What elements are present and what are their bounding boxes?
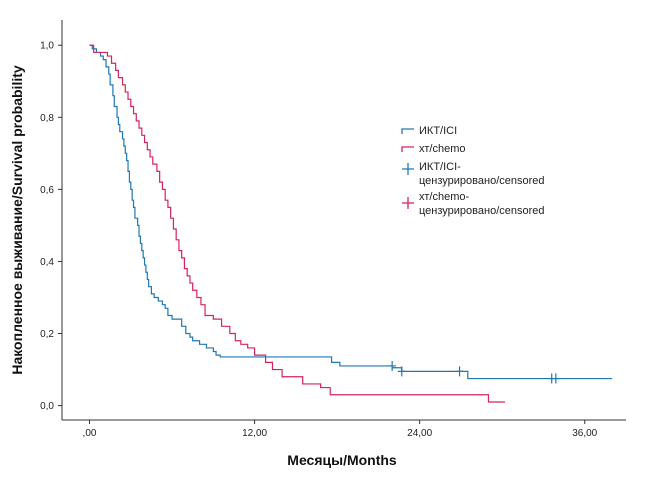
legend-item-ici: ИКТ/ICI <box>401 125 457 137</box>
y-tick-label: 0,0 <box>40 401 54 412</box>
legend-chemo-swatch-icon <box>401 146 414 152</box>
legend-chemo-label: хт/chemo <box>419 143 466 155</box>
censor-marker-ici <box>397 366 406 377</box>
y-axis-title: Накопленное выживание/Survival probabili… <box>9 65 25 375</box>
x-axis-ticks: ,00 12,00 24,00 36,00 <box>83 420 598 439</box>
x-tick-label: 24,00 <box>407 428 432 439</box>
y-tick-label: 0,4 <box>40 257 54 268</box>
censor-marker-ici <box>455 366 464 377</box>
y-axis-ticks: 0,0 0,2 0,4 0,6 0,8 1,0 <box>40 41 62 412</box>
legend-ici-censored-plus-icon <box>402 163 414 175</box>
legend-item-chemo: хт/chemo <box>401 143 466 155</box>
legend-chemo-censored-label-line2: цензурировано/censored <box>419 205 545 217</box>
legend-item-ici-censored: ИКТ/ICI- цензурировано/censored <box>402 161 545 187</box>
x-tick-label: ,00 <box>83 428 97 439</box>
censor-markers <box>388 360 560 384</box>
legend-ici-censored-label-line2: цензурировано/censored <box>419 175 545 187</box>
x-tick-label: 12,00 <box>242 428 267 439</box>
censor-marker-ici <box>551 373 560 384</box>
legend-chemo-censored-plus-icon <box>402 197 414 209</box>
legend-item-chemo-censored: хт/chemo- цензурировано/censored <box>402 191 545 217</box>
series-layer <box>89 44 613 403</box>
x-axis-title: Месяцы/Months <box>287 452 397 468</box>
survival-curve-chemo <box>89 44 505 403</box>
legend: ИКТ/ICI хт/chemo ИКТ/ICI- цензурировано/… <box>401 125 545 217</box>
x-tick-label: 36,00 <box>572 428 597 439</box>
legend-chemo-censored-label-line1: хт/chemo- <box>419 191 469 203</box>
legend-ici-censored-label-line1: ИКТ/ICI- <box>419 161 461 173</box>
legend-ici-swatch-icon <box>401 128 414 134</box>
y-tick-label: 1,0 <box>40 41 54 52</box>
legend-ici-label: ИКТ/ICI <box>419 125 457 137</box>
y-tick-label: 0,2 <box>40 329 54 340</box>
y-tick-label: 0,8 <box>40 113 54 124</box>
plot-area <box>61 20 626 421</box>
y-tick-label: 0,6 <box>40 185 54 196</box>
survival-curve-ici <box>89 44 613 380</box>
censor-marker-ici <box>388 360 397 371</box>
